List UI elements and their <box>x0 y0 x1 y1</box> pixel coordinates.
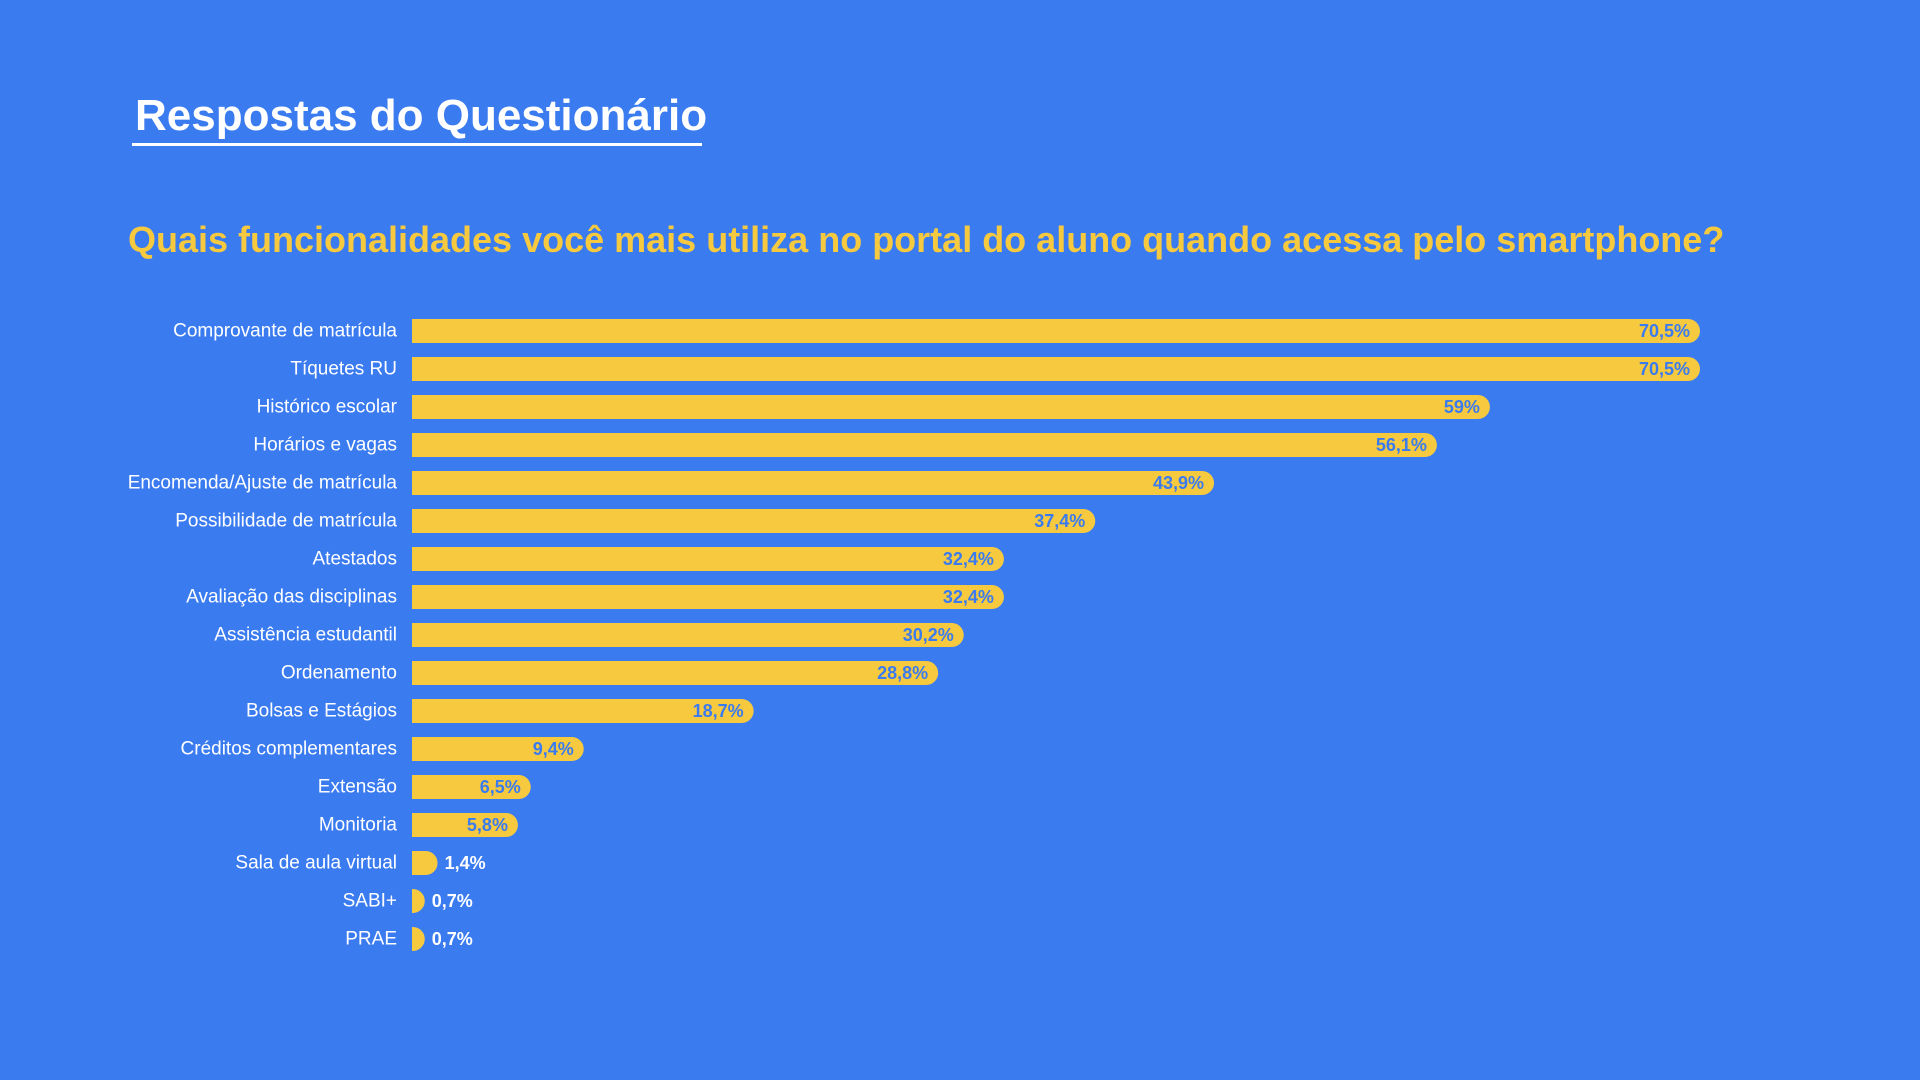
category-label: Histórico escolar <box>257 397 398 418</box>
bar <box>412 547 1004 571</box>
category-label: Assistência estudantil <box>214 625 397 646</box>
bar <box>412 927 425 951</box>
value-label: 18,7% <box>693 701 744 721</box>
category-label: PRAE <box>345 929 397 950</box>
bar <box>412 357 1700 381</box>
value-label: 59% <box>1444 397 1480 417</box>
category-label: Avaliação das disciplinas <box>186 587 397 608</box>
value-label: 70,5% <box>1639 321 1690 341</box>
category-label: Extensão <box>318 777 397 798</box>
bar <box>412 851 438 875</box>
category-label: Horários e vagas <box>253 435 397 456</box>
bar <box>412 471 1215 495</box>
value-label: 1,4% <box>445 853 486 873</box>
bar <box>412 889 425 913</box>
value-label: 5,8% <box>467 815 508 835</box>
value-label: 70,5% <box>1639 359 1690 379</box>
category-label: Monitoria <box>319 815 398 836</box>
value-label: 28,8% <box>877 663 928 683</box>
value-label: 6,5% <box>480 777 521 797</box>
category-label: Atestados <box>313 549 398 570</box>
value-label: 43,9% <box>1153 473 1204 493</box>
bar <box>412 395 1490 419</box>
question-text: Quais funcionalidades você mais utiliza … <box>128 219 1725 260</box>
value-label: 32,4% <box>943 549 994 569</box>
category-label: Sala de aula virtual <box>235 853 397 874</box>
bar <box>412 699 754 723</box>
bar <box>412 813 518 837</box>
bar <box>412 319 1700 343</box>
category-label: Possibilidade de matrícula <box>175 511 397 532</box>
category-label: Encomenda/Ajuste de matrícula <box>128 473 398 494</box>
bar <box>412 775 531 799</box>
value-label: 9,4% <box>533 739 574 759</box>
value-label: 32,4% <box>943 587 994 607</box>
category-label: Comprovante de matrícula <box>173 321 397 342</box>
category-label: SABI+ <box>343 891 397 912</box>
category-label: Tíquetes RU <box>290 359 397 380</box>
value-label: 56,1% <box>1376 435 1427 455</box>
category-label: Bolsas e Estágios <box>246 701 397 722</box>
value-label: 30,2% <box>903 625 954 645</box>
bar <box>412 661 939 685</box>
bar <box>412 737 584 761</box>
bar <box>412 585 1004 609</box>
value-label: 37,4% <box>1034 511 1085 531</box>
bar <box>412 509 1096 533</box>
title-underline <box>132 143 702 146</box>
bar <box>412 433 1437 457</box>
value-label: 0,7% <box>432 929 473 949</box>
category-label: Ordenamento <box>281 663 397 684</box>
value-label: 0,7% <box>432 891 473 911</box>
category-label: Créditos complementares <box>181 739 397 760</box>
page-title: Respostas do Questionário <box>135 91 708 140</box>
bar <box>412 623 964 647</box>
